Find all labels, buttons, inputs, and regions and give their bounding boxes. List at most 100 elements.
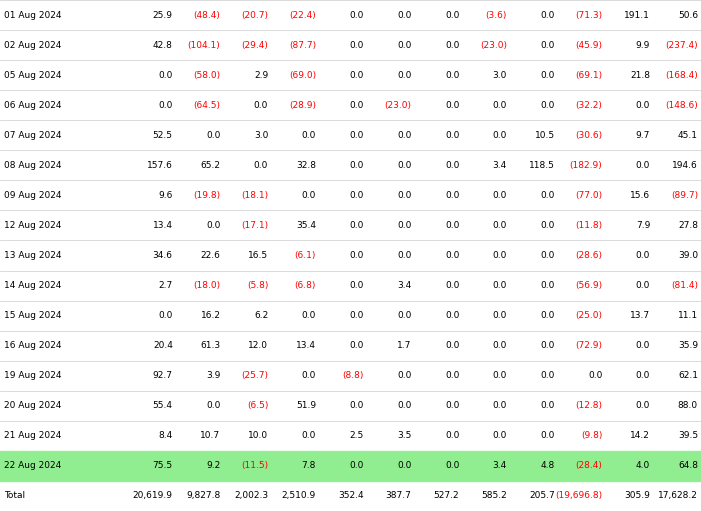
Text: 3.4: 3.4 bbox=[493, 161, 507, 170]
Text: (45.9): (45.9) bbox=[576, 40, 602, 50]
Text: 52.5: 52.5 bbox=[153, 131, 172, 140]
Text: (237.4): (237.4) bbox=[665, 40, 698, 50]
Text: 7.9: 7.9 bbox=[636, 221, 651, 230]
Text: 20 Aug 2024: 20 Aug 2024 bbox=[4, 401, 62, 410]
Text: 16.5: 16.5 bbox=[248, 251, 268, 260]
Text: (64.5): (64.5) bbox=[193, 101, 221, 110]
Text: 20,619.9: 20,619.9 bbox=[132, 492, 172, 500]
Text: 0.0: 0.0 bbox=[540, 221, 554, 230]
Text: 50.6: 50.6 bbox=[678, 11, 698, 19]
Text: 02 Aug 2024: 02 Aug 2024 bbox=[4, 40, 62, 50]
Text: 9,827.8: 9,827.8 bbox=[186, 492, 221, 500]
Text: 0.0: 0.0 bbox=[349, 281, 364, 290]
Text: 0.0: 0.0 bbox=[397, 191, 411, 200]
Text: 45.1: 45.1 bbox=[678, 131, 698, 140]
Text: 11.1: 11.1 bbox=[678, 311, 698, 320]
Text: 191.1: 191.1 bbox=[625, 11, 651, 19]
Text: 0.0: 0.0 bbox=[397, 71, 411, 80]
Text: 13 Aug 2024: 13 Aug 2024 bbox=[4, 251, 62, 260]
Text: 0.0: 0.0 bbox=[206, 131, 221, 140]
Text: (30.6): (30.6) bbox=[576, 131, 602, 140]
Text: (29.4): (29.4) bbox=[241, 40, 268, 50]
Text: 0.0: 0.0 bbox=[397, 161, 411, 170]
Text: (28.6): (28.6) bbox=[576, 251, 602, 260]
Text: 0.0: 0.0 bbox=[397, 40, 411, 50]
Text: 3.0: 3.0 bbox=[493, 71, 507, 80]
Text: 0.0: 0.0 bbox=[493, 101, 507, 110]
Text: (87.7): (87.7) bbox=[289, 40, 316, 50]
Text: 12 Aug 2024: 12 Aug 2024 bbox=[4, 221, 62, 230]
Text: (71.3): (71.3) bbox=[576, 11, 602, 19]
Text: (58.0): (58.0) bbox=[193, 71, 221, 80]
Text: 0.0: 0.0 bbox=[445, 71, 459, 80]
Text: 0.0: 0.0 bbox=[206, 401, 221, 410]
Text: (69.0): (69.0) bbox=[289, 71, 316, 80]
Text: 0.0: 0.0 bbox=[540, 341, 554, 350]
Text: 0.0: 0.0 bbox=[445, 251, 459, 260]
Text: (19,696.8): (19,696.8) bbox=[555, 492, 602, 500]
Text: 0.0: 0.0 bbox=[445, 11, 459, 19]
Text: 6.2: 6.2 bbox=[254, 311, 268, 320]
Text: 2,002.3: 2,002.3 bbox=[234, 492, 268, 500]
Text: (56.9): (56.9) bbox=[576, 281, 602, 290]
Text: (11.8): (11.8) bbox=[576, 221, 602, 230]
Text: 0.0: 0.0 bbox=[636, 341, 651, 350]
Text: 19 Aug 2024: 19 Aug 2024 bbox=[4, 371, 62, 380]
Text: 527.2: 527.2 bbox=[434, 492, 459, 500]
Text: (18.0): (18.0) bbox=[193, 281, 221, 290]
Text: 4.0: 4.0 bbox=[636, 461, 651, 471]
Text: 92.7: 92.7 bbox=[153, 371, 172, 380]
Text: 0.0: 0.0 bbox=[493, 191, 507, 200]
Text: 0.0: 0.0 bbox=[349, 191, 364, 200]
Text: 22.6: 22.6 bbox=[200, 251, 221, 260]
Text: (104.1): (104.1) bbox=[188, 40, 221, 50]
Text: 0.0: 0.0 bbox=[493, 221, 507, 230]
Text: 07 Aug 2024: 07 Aug 2024 bbox=[4, 131, 62, 140]
Text: (168.4): (168.4) bbox=[665, 71, 698, 80]
Text: 0.0: 0.0 bbox=[493, 341, 507, 350]
Text: 27.8: 27.8 bbox=[678, 221, 698, 230]
Text: 0.0: 0.0 bbox=[636, 401, 651, 410]
Text: 3.0: 3.0 bbox=[254, 131, 268, 140]
Text: 0.0: 0.0 bbox=[493, 401, 507, 410]
Text: 05 Aug 2024: 05 Aug 2024 bbox=[4, 71, 62, 80]
Text: 3.4: 3.4 bbox=[493, 461, 507, 471]
Text: 0.0: 0.0 bbox=[158, 101, 172, 110]
Text: (148.6): (148.6) bbox=[665, 101, 698, 110]
Text: 06 Aug 2024: 06 Aug 2024 bbox=[4, 101, 62, 110]
Text: 9.2: 9.2 bbox=[206, 461, 221, 471]
Text: 0.0: 0.0 bbox=[636, 371, 651, 380]
Text: (48.4): (48.4) bbox=[193, 11, 221, 19]
Text: 0.0: 0.0 bbox=[397, 461, 411, 471]
Text: 34.6: 34.6 bbox=[153, 251, 172, 260]
Text: 14 Aug 2024: 14 Aug 2024 bbox=[4, 281, 62, 290]
Text: 65.2: 65.2 bbox=[200, 161, 221, 170]
Text: 0.0: 0.0 bbox=[349, 40, 364, 50]
Text: 0.0: 0.0 bbox=[349, 101, 364, 110]
Text: 64.8: 64.8 bbox=[678, 461, 698, 471]
Text: 0.0: 0.0 bbox=[445, 401, 459, 410]
Text: 1.7: 1.7 bbox=[397, 341, 411, 350]
Text: 9.9: 9.9 bbox=[636, 40, 651, 50]
Text: 0.0: 0.0 bbox=[445, 101, 459, 110]
Text: 0.0: 0.0 bbox=[493, 131, 507, 140]
Text: 3.9: 3.9 bbox=[206, 371, 221, 380]
Text: 0.0: 0.0 bbox=[445, 281, 459, 290]
Text: 0.0: 0.0 bbox=[588, 371, 602, 380]
Text: 0.0: 0.0 bbox=[301, 131, 316, 140]
Text: 0.0: 0.0 bbox=[397, 401, 411, 410]
Text: 0.0: 0.0 bbox=[397, 11, 411, 19]
Text: 0.0: 0.0 bbox=[540, 281, 554, 290]
Text: 0.0: 0.0 bbox=[349, 71, 364, 80]
Text: (23.0): (23.0) bbox=[385, 101, 411, 110]
Text: 0.0: 0.0 bbox=[493, 431, 507, 440]
Text: (28.9): (28.9) bbox=[289, 101, 316, 110]
Text: 35.4: 35.4 bbox=[296, 221, 316, 230]
Text: 0.0: 0.0 bbox=[445, 341, 459, 350]
Text: 15.6: 15.6 bbox=[630, 191, 651, 200]
Text: 0.0: 0.0 bbox=[349, 11, 364, 19]
Text: 32.8: 32.8 bbox=[296, 161, 316, 170]
Text: 0.0: 0.0 bbox=[636, 281, 651, 290]
Text: 0.0: 0.0 bbox=[540, 401, 554, 410]
Text: 0.0: 0.0 bbox=[301, 371, 316, 380]
